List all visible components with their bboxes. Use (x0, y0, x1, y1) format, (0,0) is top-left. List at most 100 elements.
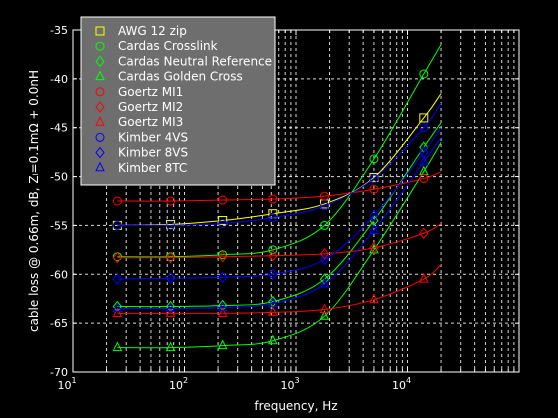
data-point (419, 113, 429, 123)
series-goertz-mi1 (112, 171, 442, 206)
legend-marker (95, 146, 105, 159)
data-point (218, 195, 228, 205)
data-point (268, 194, 278, 204)
data-point (369, 224, 379, 234)
legend-box (80, 16, 276, 186)
legend-marker (95, 26, 105, 36)
data-point (319, 201, 329, 211)
legend-marker (95, 101, 105, 113)
data-point (217, 339, 228, 350)
data-point (166, 196, 176, 206)
x-tick-label: 104 (392, 376, 411, 392)
legend-marker (95, 87, 105, 97)
data-point (166, 220, 176, 230)
data-point (419, 69, 429, 79)
series-goertz-mi3 (112, 264, 442, 317)
data-point (218, 216, 228, 226)
legend-entry: Cardas Crosslink (118, 39, 218, 53)
data-point (319, 277, 330, 288)
x-tick-label: 102 (169, 376, 188, 392)
legend-entry: Kimber 8TC (118, 161, 187, 175)
data-point (369, 209, 379, 222)
data-point (268, 249, 278, 262)
data-point (319, 247, 330, 260)
data-point (165, 272, 176, 284)
data-point (112, 302, 123, 312)
data-point (268, 334, 278, 345)
legend-marker (95, 161, 105, 172)
data-point (165, 302, 176, 312)
data-point (319, 303, 330, 313)
series-line (117, 122, 442, 308)
x-tick-label: 101 (57, 376, 76, 392)
data-point (112, 196, 122, 206)
series-line (117, 127, 442, 280)
series-layer (112, 44, 442, 352)
legend-marker (95, 116, 105, 126)
legend-marker (95, 41, 105, 51)
y-tick-label: -35 (50, 24, 68, 37)
series-line (117, 137, 442, 310)
y-axis-label: cable loss @ 0.66m, dB, Zₗ=0.1mΩ + 0.0nH (27, 70, 41, 332)
data-point (268, 268, 278, 281)
data-point (165, 307, 176, 317)
data-point (319, 191, 329, 201)
legend-entry: Goertz MI3 (118, 115, 183, 129)
series-kimber-4vs (112, 102, 442, 230)
data-point (268, 213, 278, 223)
data-point (369, 184, 379, 194)
y-tick-label: -55 (50, 219, 68, 232)
legend-marker (95, 132, 105, 142)
data-point (369, 242, 379, 254)
data-point (112, 251, 123, 264)
legend-entry: Kimber 8VS (118, 146, 188, 160)
legend-entry: Goertz MI2 (118, 100, 183, 114)
data-point (217, 307, 228, 317)
series-goertz-mi2 (112, 223, 442, 264)
data-point (112, 341, 123, 352)
y-tick-label: -50 (50, 171, 68, 184)
data-point (319, 220, 329, 230)
data-point (165, 251, 176, 264)
legend-entry: Cardas Neutral Reference (118, 54, 272, 68)
data-point (165, 341, 176, 352)
data-point (218, 218, 228, 228)
series-line (117, 44, 442, 258)
data-point (319, 253, 330, 266)
data-point (218, 250, 228, 263)
data-point (419, 123, 429, 133)
data-point (268, 306, 278, 316)
legend-entry: Cardas Golden Cross (118, 70, 243, 84)
y-tick-label: -65 (50, 317, 68, 330)
data-point (268, 245, 278, 255)
y-tick-label: -70 (50, 366, 68, 379)
series-kimber-8tc (112, 137, 442, 312)
data-point (418, 273, 429, 283)
data-point (369, 174, 379, 184)
data-point (369, 293, 379, 304)
legend-marker (95, 70, 105, 81)
legend-entry: Goertz MI1 (118, 85, 183, 99)
y-tick-label: -45 (50, 122, 68, 135)
series-cardas-crosslink (112, 44, 442, 262)
data-point (418, 155, 429, 166)
data-point (112, 220, 122, 230)
y-tick-label: -60 (50, 268, 68, 281)
data-point (217, 301, 228, 312)
data-point (369, 154, 379, 164)
data-point (218, 271, 228, 284)
y-tick-label: -40 (50, 73, 68, 86)
data-point (112, 273, 123, 285)
x-tick-label: 103 (280, 376, 299, 392)
data-point (419, 227, 429, 240)
series-kimber-8vs (112, 127, 442, 285)
data-point (319, 310, 330, 320)
data-point (268, 297, 278, 308)
legend-marker (95, 55, 105, 68)
series-line (117, 102, 442, 227)
data-point (419, 174, 429, 184)
data-point (112, 307, 123, 317)
x-axis-label: frequency, Hz (254, 399, 337, 413)
